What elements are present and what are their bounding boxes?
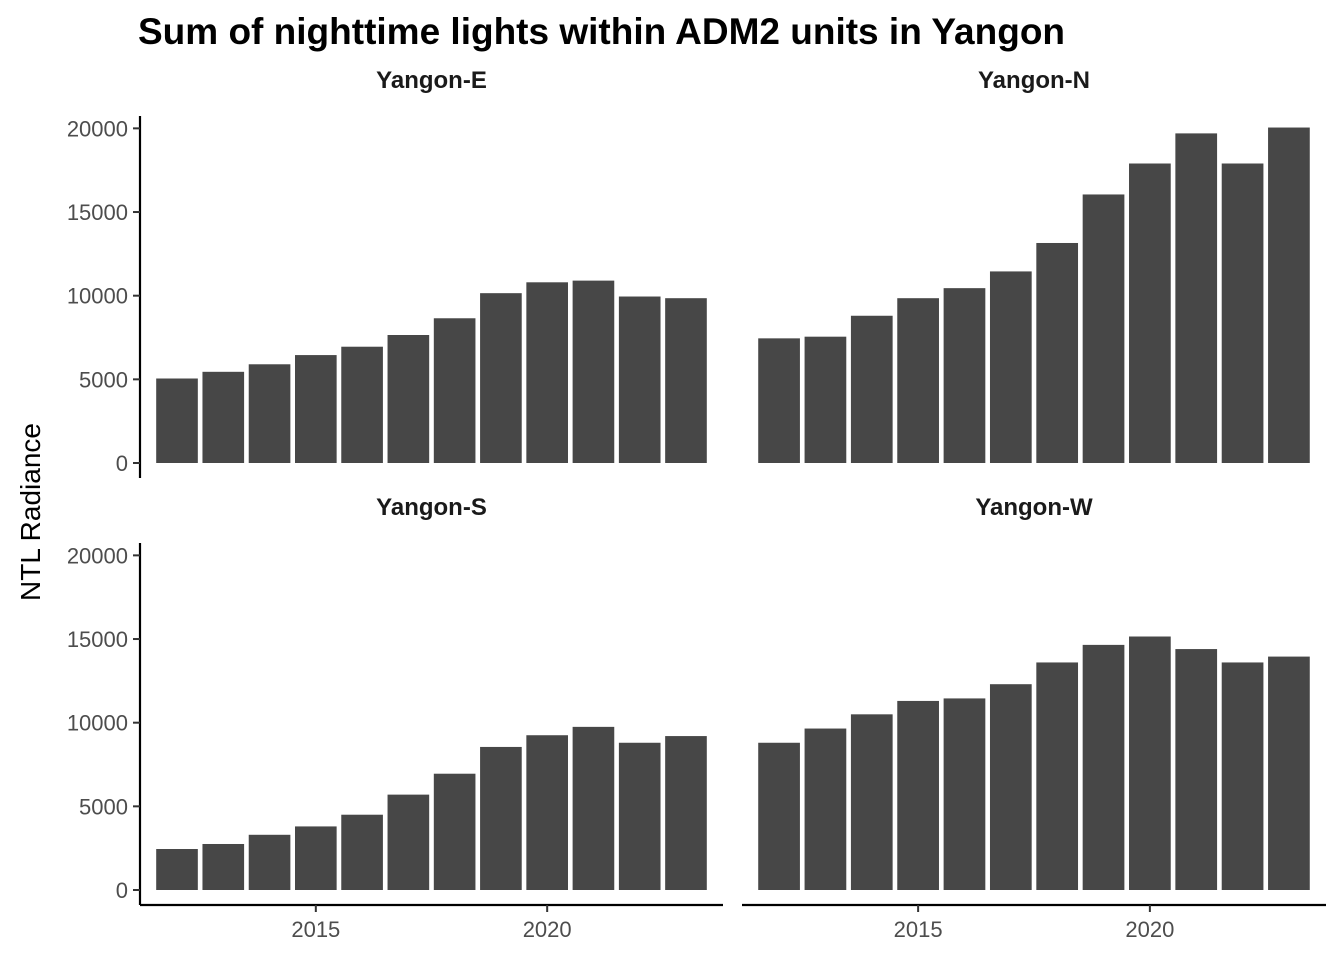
bar [572,280,615,463]
bar [850,714,893,890]
bar [1036,662,1079,890]
y-tick-label: 5000 [79,794,128,819]
facet-label: Yangon-E [376,67,487,94]
bar [850,315,893,463]
bar [295,826,337,890]
bar [943,288,986,463]
bar [804,336,847,463]
y-tick-label: 10000 [67,284,128,309]
x-tick-label: 2015 [291,917,340,942]
facet-label: Yangon-W [975,494,1093,521]
bar [526,282,568,463]
x-tick-label: 2015 [894,917,943,942]
bar [202,371,245,463]
bar [1221,662,1264,890]
y-tick-label: 0 [116,878,128,903]
panel-yangon-e: Yangon-E 0 5000 10000 15000 20000 [67,67,707,478]
bar [804,728,847,890]
bar [943,698,986,890]
bar [665,298,707,463]
panel-yangon-n: Yangon-N [758,67,1310,463]
bar [1036,242,1079,463]
panels: Yangon-E 0 5000 10000 15000 20000 Yangon-N Yang… [67,67,1326,942]
y-tick-label: 20000 [67,116,128,141]
bar [295,355,337,463]
panel-yangon-w: Yangon-W 2015 2020 [742,494,1326,942]
bar [202,843,245,890]
bar [897,700,939,890]
bar [572,726,615,890]
bar [480,293,522,463]
bar [1175,133,1218,463]
bar [758,338,800,463]
y-tick-label: 10000 [67,711,128,736]
bar [1082,194,1125,463]
y-tick-label: 0 [116,451,128,476]
bar [1268,656,1310,890]
bar [1129,636,1171,890]
bar [433,773,476,890]
bar [618,296,661,463]
bar [897,298,939,463]
bar [989,684,1032,890]
bar [618,742,661,890]
bar [156,849,198,890]
bar [387,794,430,890]
x-tick-label: 2020 [523,917,572,942]
bar [433,318,476,463]
bar [156,378,198,463]
bar [1175,649,1218,890]
y-axis-title: NTL Radiance [15,423,46,601]
bar [989,271,1032,463]
bar [1129,163,1171,463]
facet-label: Yangon-N [978,67,1090,94]
y-tick-label: 15000 [67,200,128,225]
bar [758,742,800,890]
bar [341,346,383,463]
bar [1268,127,1310,463]
bar [526,735,568,890]
bar [1221,163,1264,463]
bar [480,746,522,890]
facet-label: Yangon-S [376,494,487,521]
y-tick-label: 20000 [67,543,128,568]
panel-yangon-s: Yangon-S 0 5000 10000 15000 20000 2015 2020 [67,494,723,942]
chart-title: Sum of nighttime lights within ADM2 unit… [138,11,1065,52]
y-tick-label: 5000 [79,367,128,392]
bar [1082,644,1125,890]
bar [248,834,291,890]
x-tick-label: 2020 [1125,917,1174,942]
bar [665,736,707,890]
bar [341,814,383,890]
y-tick-label: 15000 [67,627,128,652]
bar [248,364,291,463]
bar [387,335,430,463]
